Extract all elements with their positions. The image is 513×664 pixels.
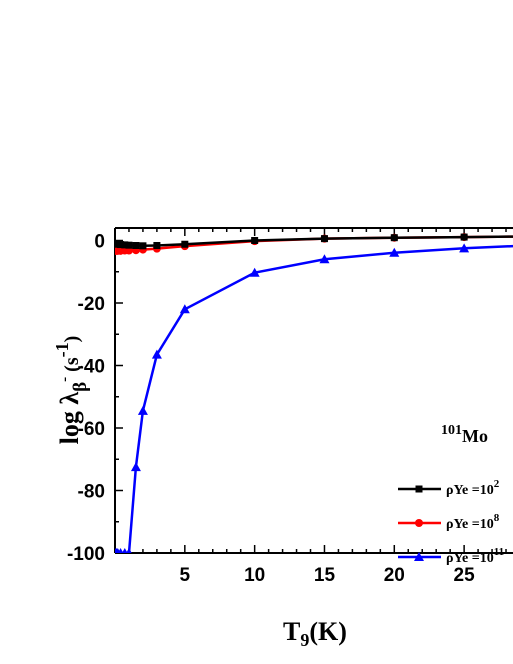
y-tick-label: 0: [94, 232, 105, 253]
series-layer: [115, 233, 513, 553]
data-point: [121, 548, 128, 553]
data-point: [117, 548, 124, 553]
y-tick-label: -100: [67, 544, 105, 565]
series-line: [115, 235, 513, 248]
plot-axes: 5 10 15 20 25 0 -20 -40 -60 -80 -100: [67, 227, 513, 586]
data-point: [130, 462, 141, 472]
series-square: [115, 233, 513, 250]
y-axis-title: log λβ- (s-1): [52, 336, 91, 445]
data-point: [319, 254, 330, 264]
data-point: [460, 233, 468, 241]
data-point: [179, 304, 190, 314]
x-tick-label: 25: [454, 565, 476, 586]
legend-marker: [415, 519, 423, 527]
legend-label: ρYe =102: [446, 478, 500, 498]
legend: ρYe =102 ρYe =108 ρYe =1011: [398, 478, 504, 566]
isotope-annotation: 101Mo: [441, 423, 488, 446]
y-tick-label: -40: [78, 357, 105, 378]
data-point: [137, 405, 148, 415]
legend-entry: ρYe =108: [398, 512, 500, 532]
data-point: [459, 243, 470, 253]
legend-entry: ρYe =102: [398, 478, 500, 498]
legend-label: ρYe =1011: [446, 546, 504, 566]
legend-marker: [415, 485, 423, 493]
data-point: [151, 349, 162, 359]
data-point: [117, 241, 125, 249]
data-point: [139, 242, 147, 250]
x-tick-label: 10: [244, 565, 265, 586]
series-triangle: [115, 243, 513, 553]
data-point: [251, 237, 259, 244]
data-point: [389, 247, 400, 257]
x-tick-label: 20: [384, 565, 405, 586]
legend-label: ρYe =108: [446, 512, 500, 532]
y-tick-label: -60: [78, 419, 105, 440]
x-tick-label: 15: [314, 565, 336, 586]
data-point: [390, 234, 398, 242]
x-axis-title: T9(K): [283, 617, 347, 650]
y-tick-label: -20: [78, 294, 105, 315]
data-point: [320, 235, 328, 243]
x-tick-label: 5: [180, 565, 191, 586]
legend-marker: [414, 552, 424, 561]
data-point: [153, 242, 161, 249]
data-point: [132, 242, 140, 249]
data-point: [249, 267, 260, 277]
data-point: [126, 548, 132, 553]
y-tick-label: -80: [78, 482, 105, 503]
series-line: [115, 244, 513, 553]
data-point: [121, 241, 129, 249]
data-point: [181, 240, 189, 248]
legend-entry: ρYe =1011: [398, 546, 504, 566]
data-point: [125, 241, 133, 249]
